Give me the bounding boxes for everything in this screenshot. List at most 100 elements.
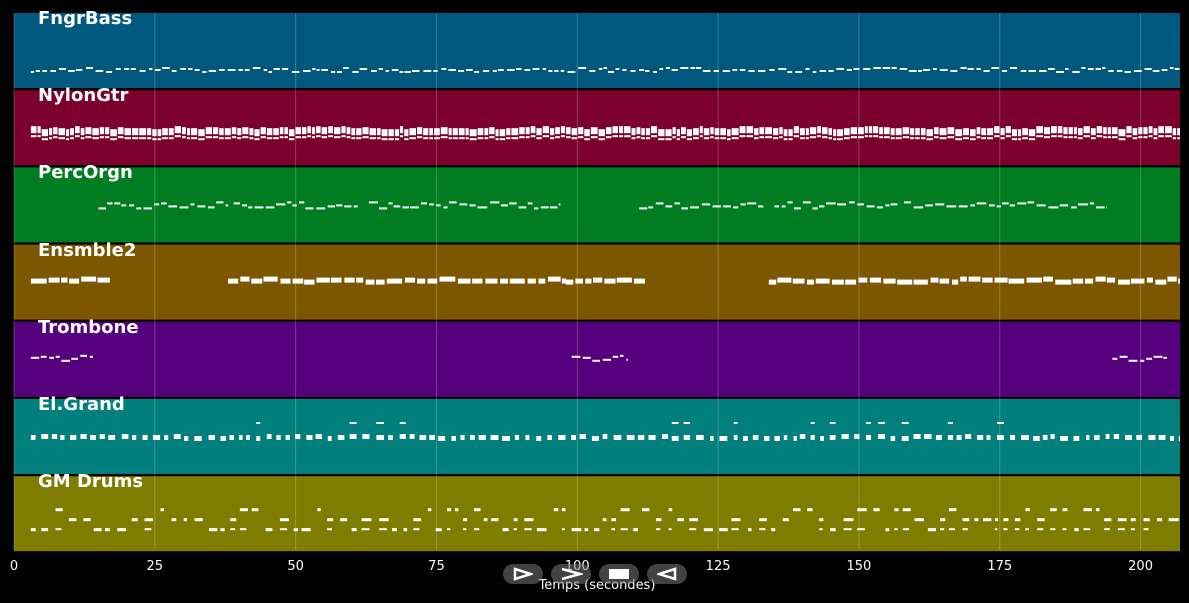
note — [61, 359, 71, 362]
note — [55, 528, 62, 531]
note — [863, 68, 871, 70]
note — [787, 71, 793, 73]
note — [983, 518, 992, 522]
note — [754, 137, 759, 140]
note — [783, 129, 788, 137]
note — [1133, 70, 1142, 72]
note — [252, 67, 261, 69]
note — [1112, 357, 1118, 360]
note — [448, 137, 452, 140]
note — [799, 434, 806, 439]
note — [805, 68, 810, 70]
note — [844, 128, 850, 136]
note — [273, 128, 279, 136]
note — [1136, 435, 1142, 440]
rewind-button[interactable] — [647, 564, 687, 584]
note — [651, 135, 658, 138]
note — [187, 137, 191, 140]
note — [890, 203, 898, 206]
note — [1073, 436, 1080, 441]
note — [939, 128, 947, 136]
note — [1026, 277, 1042, 283]
note — [983, 70, 990, 72]
note — [665, 129, 672, 137]
note — [765, 136, 772, 139]
note — [427, 508, 432, 512]
note — [61, 277, 68, 283]
note — [977, 435, 984, 440]
note — [882, 67, 891, 69]
note — [560, 70, 565, 72]
note — [379, 528, 387, 531]
note — [854, 434, 860, 439]
note — [1155, 279, 1167, 285]
note — [434, 137, 440, 140]
note — [321, 136, 328, 139]
note — [359, 68, 368, 70]
note — [1094, 435, 1100, 440]
note — [869, 277, 881, 283]
note — [208, 70, 217, 72]
note — [794, 207, 801, 210]
note — [228, 278, 239, 284]
note — [602, 434, 608, 439]
note — [1050, 434, 1055, 439]
note — [105, 136, 110, 139]
note — [1119, 355, 1128, 358]
note — [344, 205, 352, 208]
track-notes-3 — [30, 276, 1180, 285]
note — [659, 68, 664, 70]
note — [162, 67, 170, 69]
note — [918, 70, 922, 72]
note — [1169, 67, 1174, 69]
note — [890, 137, 895, 140]
note — [386, 278, 403, 284]
note — [795, 71, 802, 73]
note — [699, 135, 703, 138]
note — [1028, 138, 1036, 141]
note — [1108, 70, 1114, 72]
note — [1011, 138, 1018, 141]
note — [1081, 67, 1086, 69]
note — [837, 203, 847, 206]
note — [1044, 136, 1050, 139]
note — [327, 205, 335, 208]
note — [530, 135, 536, 138]
note — [782, 518, 789, 522]
note — [553, 508, 559, 512]
note — [963, 137, 969, 140]
note — [598, 138, 605, 141]
play-button[interactable] — [503, 564, 543, 584]
note — [124, 137, 131, 140]
note — [499, 129, 506, 137]
note — [927, 528, 935, 531]
note — [244, 69, 250, 71]
track-band-4 — [14, 321, 1180, 397]
note — [478, 435, 486, 440]
note — [746, 126, 754, 134]
note — [114, 202, 121, 205]
note — [474, 508, 481, 512]
note — [327, 436, 332, 441]
note — [578, 127, 584, 135]
note — [511, 128, 519, 136]
play-icon — [513, 567, 533, 581]
note — [554, 70, 559, 72]
note — [731, 137, 739, 140]
note — [1033, 436, 1040, 441]
note — [1174, 68, 1180, 70]
note — [1068, 136, 1073, 139]
note — [409, 434, 415, 439]
note — [519, 127, 525, 135]
note — [1002, 70, 1007, 72]
note — [769, 69, 775, 71]
note — [265, 528, 272, 531]
note — [1008, 278, 1025, 284]
note — [409, 128, 416, 136]
note — [672, 127, 676, 135]
note — [248, 206, 253, 209]
stop-button[interactable] — [599, 564, 639, 584]
fast-forward-button[interactable] — [551, 564, 591, 584]
note — [388, 435, 393, 440]
note — [434, 128, 440, 136]
